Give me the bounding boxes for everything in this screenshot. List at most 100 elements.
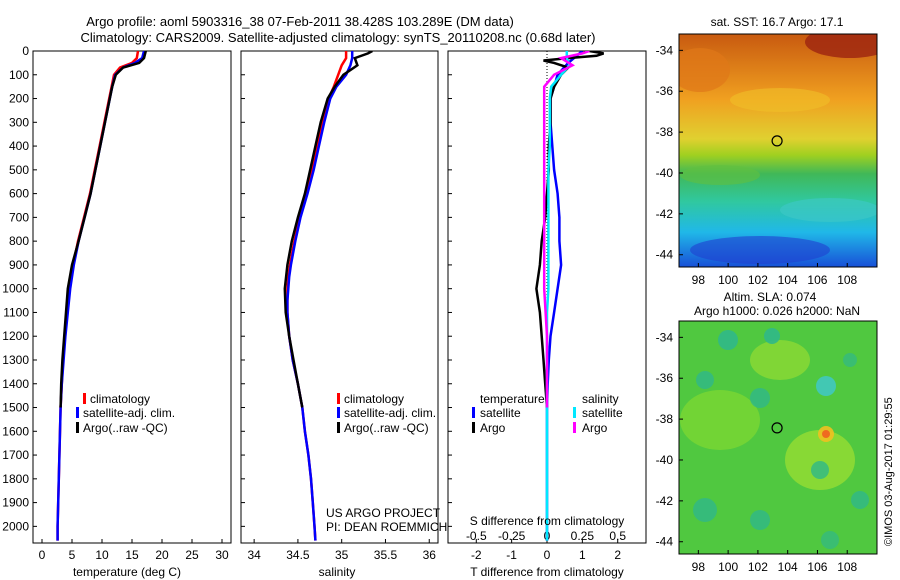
temperature-tick-label: 15 (125, 548, 139, 562)
legend-label-sal-satellite: satellite (582, 406, 623, 420)
legend-swatch-satellite (337, 407, 340, 418)
map-lon-tick-label: 106 (807, 273, 827, 287)
t-difference-tick-label: 2 (614, 548, 621, 562)
temperature-axis-label: temperature (deg C) (73, 565, 181, 579)
map-lon-tick-label: 100 (718, 560, 738, 574)
depth-tick-label: 1100 (3, 305, 29, 319)
difference-x-axes: -2 -1 0 1 2-0.5 -0.25 0 0.25 0.5 (466, 529, 626, 562)
legend-label-argo: Argo(..raw -QC) (83, 421, 168, 435)
temperature-tick-label: 25 (185, 548, 199, 562)
map-lon-tick-label: 108 (837, 273, 857, 287)
temperature-legend: climatology satellite-adj. clim. Argo(..… (76, 392, 175, 435)
salinity-tick-label: 36 (423, 548, 437, 562)
depth-tick-label: 600 (9, 187, 29, 201)
map-lat-tick-label: -38 (656, 125, 674, 139)
sst-profile-location-marker (771, 135, 783, 147)
s-difference-axis-label: S difference from climatology (470, 514, 625, 528)
legend-label-temp-satellite: satellite (480, 406, 521, 420)
difference-series (535, 51, 605, 543)
legend-swatch-argo (337, 422, 340, 433)
t-difference-tick-label: 0 (544, 548, 551, 562)
sst-map-frame (678, 33, 878, 268)
salinity-line-0 (286, 51, 348, 541)
legend-label-satellite: satellite-adj. clim. (83, 406, 175, 420)
depth-tick-label: 1900 (2, 496, 29, 510)
salinity-line-2 (283, 51, 373, 408)
map-lat-tick-label: -34 (656, 43, 674, 57)
depth-tick-label: 300 (9, 115, 29, 129)
legend-swatch-temp-argo (472, 422, 475, 433)
depth-tick-label: 1600 (2, 424, 29, 438)
legend-swatch-sal-satellite (573, 407, 576, 418)
depth-tick-label: 1300 (2, 353, 29, 367)
t-difference-tick-label: -2 (471, 548, 482, 562)
map-lon-tick-label: 104 (778, 273, 798, 287)
depth-tick-label: 0 (22, 44, 29, 58)
salinity-legend: climatology satellite-adj. clim. Argo(..… (337, 392, 436, 435)
temperature-line-1 (56, 51, 146, 541)
legend-temperature-title: temperature (480, 392, 545, 406)
map-lat-tick-label: -38 (656, 412, 674, 426)
legend-swatch-argo (76, 422, 79, 433)
depth-tick-label: 800 (9, 234, 29, 248)
depth-tick-label: 100 (9, 68, 29, 82)
map-lat-tick-label: -44 (656, 535, 674, 549)
legend-swatch-climatology (83, 393, 86, 404)
map-lat-tick-label: -36 (656, 371, 674, 385)
sla-map-image (679, 321, 877, 554)
legend-swatch-temp-satellite (472, 407, 475, 418)
depth-tick-label: 1200 (2, 329, 29, 343)
salinity-series (283, 51, 373, 541)
map-lon-tick-label: 108 (837, 560, 857, 574)
map-lon-tick-label: 100 (718, 273, 738, 287)
project-credit: US ARGO PROJECT (326, 506, 441, 520)
salinity-tick-label: 34 (247, 548, 261, 562)
depth-tick-label: 1000 (2, 282, 29, 296)
depth-tick-label: 2000 (2, 519, 29, 533)
depth-axis: 0 100 200 300 400 500 600 700 800 900 1000 1100 1200… (2, 44, 452, 533)
s-difference-tick-label: -0.5 (466, 529, 487, 543)
depth-tick-label: 200 (9, 92, 29, 106)
temperature-tick-label: 20 (155, 548, 169, 562)
sla-map-axes: -34 -36 -38 -40 -42 -44 98 100 102 104 106 108 (656, 330, 858, 574)
temperature-tick-label: 5 (69, 548, 76, 562)
salinity-x-axis: 34 34.5 35 35.5 36 (247, 539, 436, 562)
depth-tick-label: 400 (9, 139, 29, 153)
temperature-x-axis: 0 5 10 15 20 25 30 (39, 539, 229, 562)
t-difference-tick-label: -1 (506, 548, 517, 562)
map-lat-tick-label: -34 (656, 330, 674, 344)
salinity-line-1 (286, 51, 354, 541)
imos-credit: ©IMOS 03-Aug-2017 01:29:55 (883, 397, 895, 546)
legend-swatch-sal-argo (573, 422, 576, 433)
difference-line-3 (542, 51, 590, 408)
difference-legend: temperature salinity satellite Argo sate… (472, 392, 623, 435)
sla-profile-location-marker (771, 422, 783, 434)
map-lat-tick-label: -44 (656, 248, 674, 262)
temperature-line-2 (59, 51, 148, 408)
legend-label-temp-argo: Argo (480, 421, 506, 435)
depth-tick-label: 1700 (2, 448, 29, 462)
difference-line-0 (545, 51, 584, 541)
legend-swatch-climatology (337, 393, 340, 404)
salinity-tick-label: 34.5 (286, 548, 310, 562)
depth-tick-label: 700 (9, 210, 29, 224)
salinity-tick-label: 35.5 (374, 548, 398, 562)
map-lat-tick-label: -42 (656, 494, 674, 508)
legend-label-argo: Argo(..raw -QC) (344, 421, 429, 435)
legend-label-climatology: climatology (90, 392, 150, 406)
sla-map-title-line1: Altim. SLA: 0.074 (724, 290, 817, 304)
legend-label-sal-argo: Argo (582, 421, 608, 435)
difference-line-2 (545, 51, 572, 541)
map-lon-tick-label: 104 (778, 560, 798, 574)
map-lat-tick-label: -42 (656, 207, 674, 221)
t-difference-tick-label: 1 (579, 548, 586, 562)
map-lon-tick-label: 106 (807, 560, 827, 574)
legend-swatch-satellite (76, 407, 79, 418)
map-lon-tick-label: 102 (748, 560, 768, 574)
s-difference-tick-label: 0.25 (571, 529, 595, 543)
depth-tick-label: 900 (9, 258, 29, 272)
sst-map-image (679, 34, 877, 267)
salinity-axis-label: salinity (319, 565, 356, 579)
figure-title-line1: Argo profile: aoml 5903316_38 07-Feb-201… (86, 14, 514, 29)
s-difference-tick-label: -0.25 (498, 529, 526, 543)
